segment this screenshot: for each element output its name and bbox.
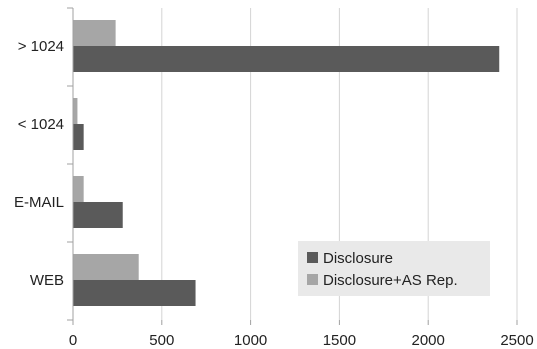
bar-disclosure-as-rep <box>73 254 139 280</box>
legend-box <box>298 241 490 296</box>
x-tick-label: 500 <box>149 332 174 349</box>
legend-swatch <box>307 274 318 285</box>
legend: Disclosure Disclosure+AS Rep. <box>298 241 490 296</box>
y-category-label: > 1024 <box>18 38 64 55</box>
x-tick-labels: 0 500 1000 1500 2000 2500 <box>69 332 534 349</box>
bar-disclosure-as-rep <box>73 176 84 202</box>
x-tick-label: 0 <box>69 332 77 349</box>
legend-swatch <box>307 252 318 263</box>
bar-disclosure <box>73 280 196 306</box>
y-category-label: < 1024 <box>18 116 64 133</box>
y-category-labels: > 1024 < 1024 E-MAIL WEB <box>14 38 64 289</box>
bar-disclosure <box>73 124 84 150</box>
legend-label: Disclosure+AS Rep. <box>323 272 458 289</box>
x-tick-label: 2500 <box>500 332 533 349</box>
legend-label: Disclosure <box>323 250 393 267</box>
bar-disclosure <box>73 46 500 72</box>
y-category-label: E-MAIL <box>14 194 64 211</box>
y-category-label: WEB <box>30 272 64 289</box>
axes <box>67 7 518 325</box>
bar-disclosure <box>73 202 123 228</box>
x-tick-label: 2000 <box>412 332 445 349</box>
bars <box>73 20 500 306</box>
x-tick-label: 1500 <box>323 332 356 349</box>
bar-disclosure-as-rep <box>73 20 116 46</box>
x-tick-label: 1000 <box>234 332 267 349</box>
bar-disclosure-as-rep <box>73 98 78 124</box>
